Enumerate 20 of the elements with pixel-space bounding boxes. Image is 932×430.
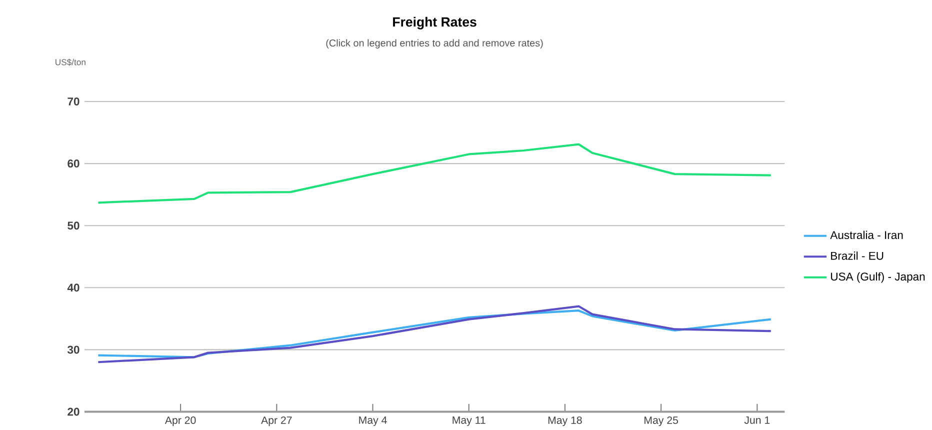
y-tick-label: 70 <box>68 97 80 106</box>
y-tick-label: 40 <box>67 283 80 292</box>
legend-label: Australia - Iran <box>830 230 903 239</box>
y-tick-label: 30 <box>67 345 80 354</box>
legend-label: USA (Gulf) - Japan <box>831 272 925 283</box>
x-tick-label: Apr 27 <box>261 416 292 426</box>
x-tick-label: Jun 1 <box>744 416 770 424</box>
x-tick-label: May 11 <box>452 416 486 426</box>
chart-subtitle: (Click on legend entries to add and remove rates) <box>326 39 543 48</box>
x-tick-label: May 4 <box>359 416 387 426</box>
y-tick-label: 20 <box>68 408 80 416</box>
x-tick-label: May 18 <box>548 416 582 426</box>
y-tick-label: 60 <box>68 159 80 168</box>
y-tick-label: 50 <box>68 221 80 230</box>
legend-label: Brazil - EU <box>831 251 884 260</box>
line-series <box>97 143 772 204</box>
chart-title: Freight Rates <box>393 16 476 30</box>
y-axis-title: US$/ton <box>56 58 86 66</box>
x-tick-label: May 25 <box>644 416 678 426</box>
x-tick-label: Apr 20 <box>164 416 196 426</box>
